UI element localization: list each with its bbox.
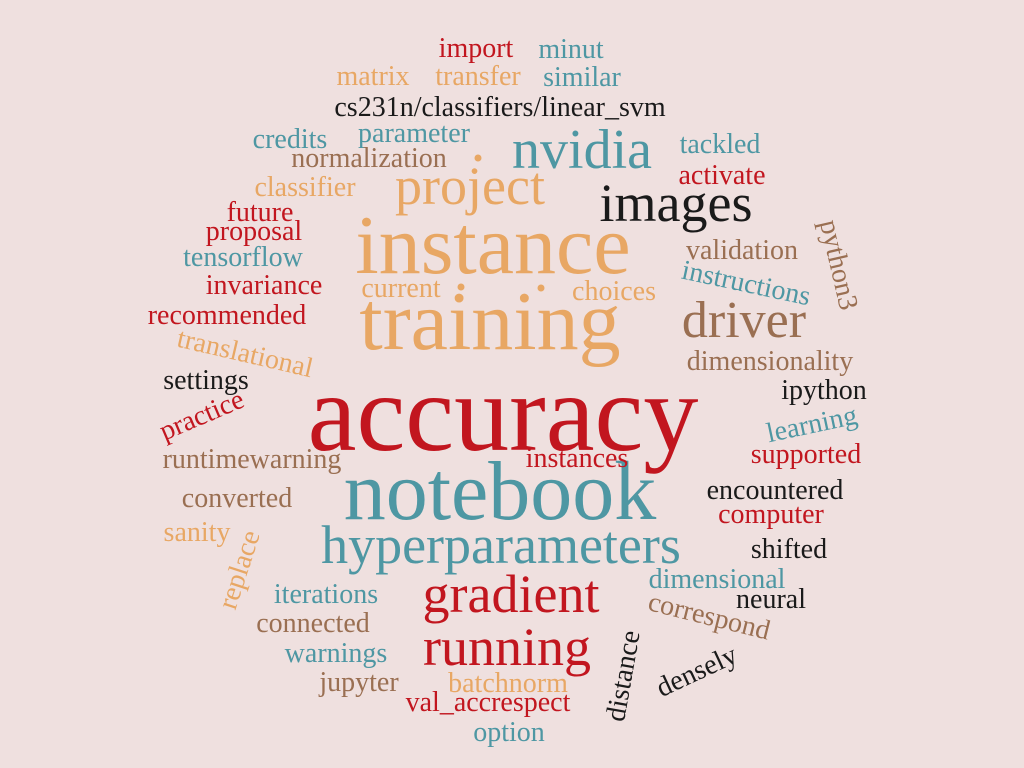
word-normalization: normalization [291,143,447,174]
word-parameter: parameter [358,118,470,149]
word-future: future [226,197,294,228]
word-jupyter: jupyter [319,667,399,698]
word-computer: computer [718,499,824,530]
word-tensorflow: tensorflow [183,242,303,273]
word-neural: neural [736,584,806,615]
word-driver: driver [681,292,807,349]
word-gradient: gradient [422,564,600,624]
word-val-accrespect: val_accrespect [405,687,571,718]
word-nvidia: nvidia [512,119,652,181]
word-instance: instance [355,199,631,292]
word-ipython: ipython [781,375,867,406]
word-converted: converted [181,483,293,514]
word-recommended: recommended [147,300,307,331]
word-images: images [599,173,753,233]
word-training: training [359,275,621,368]
word-similar: similar [543,62,621,93]
word-python3: python3 [813,216,864,314]
word-running: running [423,617,591,677]
word-densely: densely [651,639,743,704]
word-project: project [395,156,545,216]
decorative-dot [457,283,465,291]
word-distance: distance [600,628,647,724]
word-dimensionality: dimensionality [686,346,854,377]
word-invariance: invariance [205,270,323,301]
word-validation: validation [686,235,798,266]
word-accuracy: accuracy [307,352,699,474]
word-credits: credits [252,124,328,155]
word-activate: activate [678,160,766,191]
word-matrix: matrix [336,61,410,92]
word-batchnorm: batchnorm [448,668,568,699]
word-iterations: iterations [273,579,379,610]
word-runtimewarning: runtimewarning [162,444,342,475]
word-choices: choices [572,276,656,307]
word-instances: instances [525,443,629,474]
word-tackled: tackled [679,129,761,160]
word-proposal: proposal [205,216,303,247]
word-minut: minut [538,34,604,65]
decorative-dot [474,154,482,162]
word-connected: connected [256,608,370,639]
word-encountered: encountered [706,475,844,506]
decorative-dot [537,284,545,292]
word-sanity: sanity [163,517,231,548]
word-classifier: classifier [254,172,356,203]
word-dimensional: dimensional [648,564,786,595]
word-settings: settings [163,365,249,396]
word-supported: supported [750,439,862,470]
word-notebook: notebook [343,445,657,538]
word-current: current [361,273,441,304]
word-option: option [473,717,545,748]
word-warnings: warnings [284,638,388,669]
word-shifted: shifted [750,534,828,565]
word-transfer: transfer [435,61,521,92]
word-cs231n-classifiers-linear-svm: cs231n/classifiers/linear_svm [334,92,666,123]
word-hyperparameters: hyperparameters [321,515,681,575]
word-import: import [438,33,514,64]
